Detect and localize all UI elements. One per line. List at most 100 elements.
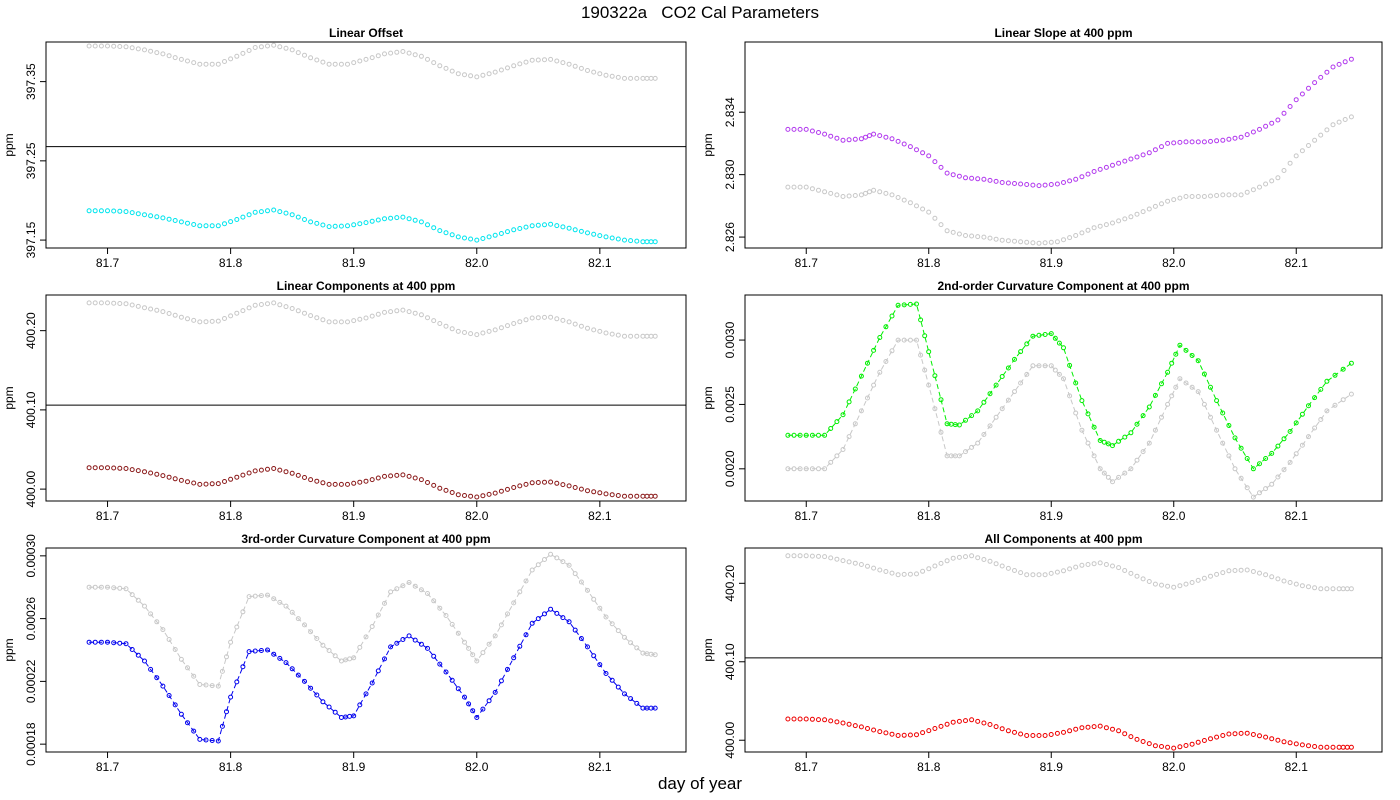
data-point — [209, 738, 215, 743]
y-tick-label: 2.826 — [723, 222, 737, 252]
data-point — [357, 221, 363, 227]
series-2 — [785, 56, 1354, 189]
data-point — [92, 584, 98, 590]
data-point — [523, 59, 529, 65]
data-point — [597, 605, 603, 611]
data-point — [846, 721, 852, 727]
data-point — [981, 720, 987, 726]
data-point — [615, 493, 621, 498]
data-point — [1269, 736, 1275, 742]
data-point — [840, 558, 846, 564]
data-point — [652, 705, 658, 711]
data-point — [295, 616, 301, 622]
data-point — [1173, 384, 1179, 390]
data-point — [852, 421, 858, 427]
data-point — [135, 303, 141, 309]
data-point — [142, 47, 147, 53]
data-point — [1048, 363, 1054, 369]
data-point — [634, 75, 640, 81]
data-point — [652, 75, 658, 81]
data-point — [578, 65, 584, 71]
data-point — [628, 333, 634, 339]
x-tick-label: 81.8 — [917, 760, 941, 774]
data-point — [791, 126, 797, 132]
data-point — [382, 656, 387, 662]
data-point — [1085, 227, 1091, 233]
data-point — [406, 633, 412, 639]
data-point — [816, 130, 821, 135]
data-point — [197, 319, 203, 325]
data-point — [455, 492, 461, 498]
data-point — [523, 578, 529, 584]
data-point — [535, 562, 541, 568]
data-point — [566, 225, 572, 231]
data-point — [1250, 732, 1256, 737]
series-line — [787, 303, 1352, 470]
data-point — [1201, 575, 1207, 581]
data-point — [926, 728, 932, 734]
data-point — [462, 235, 467, 241]
data-point — [406, 309, 412, 315]
data-point — [1269, 574, 1275, 580]
x-tick-label: 81.7 — [96, 256, 120, 270]
data-point — [345, 223, 350, 229]
data-point — [400, 583, 406, 589]
data-point — [877, 133, 883, 139]
data-point — [1134, 211, 1140, 217]
data-point — [437, 321, 443, 326]
data-point — [591, 69, 597, 75]
data-point — [357, 644, 363, 650]
data-point — [492, 327, 498, 333]
plot-frame — [744, 294, 1383, 502]
data-point — [308, 313, 314, 319]
data-point — [191, 317, 197, 323]
data-point — [480, 330, 486, 336]
data-point — [1177, 195, 1183, 201]
data-point — [1067, 178, 1073, 184]
data-point — [326, 704, 332, 710]
data-point — [178, 477, 184, 483]
data-point — [809, 128, 815, 134]
data-point — [246, 305, 252, 311]
data-point — [431, 598, 437, 604]
data-point — [1330, 64, 1336, 70]
data-point — [1067, 566, 1073, 572]
data-point — [932, 159, 938, 165]
data-point — [609, 621, 615, 627]
data-point — [154, 214, 160, 220]
data-point — [1061, 729, 1066, 735]
data-point — [834, 135, 840, 141]
data-point — [363, 634, 369, 640]
data-point — [345, 319, 350, 325]
x-tick-label: 82.1 — [588, 509, 612, 523]
data-point — [351, 60, 357, 66]
data-point — [1152, 427, 1158, 433]
data-point — [803, 716, 809, 722]
data-point — [809, 716, 815, 722]
data-point — [219, 668, 225, 674]
data-point — [1269, 178, 1275, 184]
data-point — [901, 732, 907, 738]
data-point — [554, 223, 560, 229]
data-point — [1208, 736, 1213, 742]
data-point — [907, 571, 913, 577]
data-point — [498, 678, 504, 684]
data-point — [228, 56, 234, 62]
data-point — [1067, 393, 1073, 399]
data-point — [92, 43, 98, 49]
data-point — [1122, 216, 1128, 222]
data-point — [86, 208, 92, 214]
data-point — [431, 653, 437, 659]
data-point — [142, 603, 147, 609]
data-point — [1348, 744, 1354, 750]
data-point — [1122, 568, 1128, 573]
data-point — [111, 465, 117, 471]
data-point — [86, 584, 92, 590]
data-point — [1189, 139, 1195, 145]
data-point — [1299, 411, 1305, 417]
data-point — [542, 57, 547, 63]
data-point — [135, 597, 141, 603]
data-point — [938, 723, 944, 729]
data-point — [791, 466, 797, 472]
data-point — [1220, 440, 1226, 446]
